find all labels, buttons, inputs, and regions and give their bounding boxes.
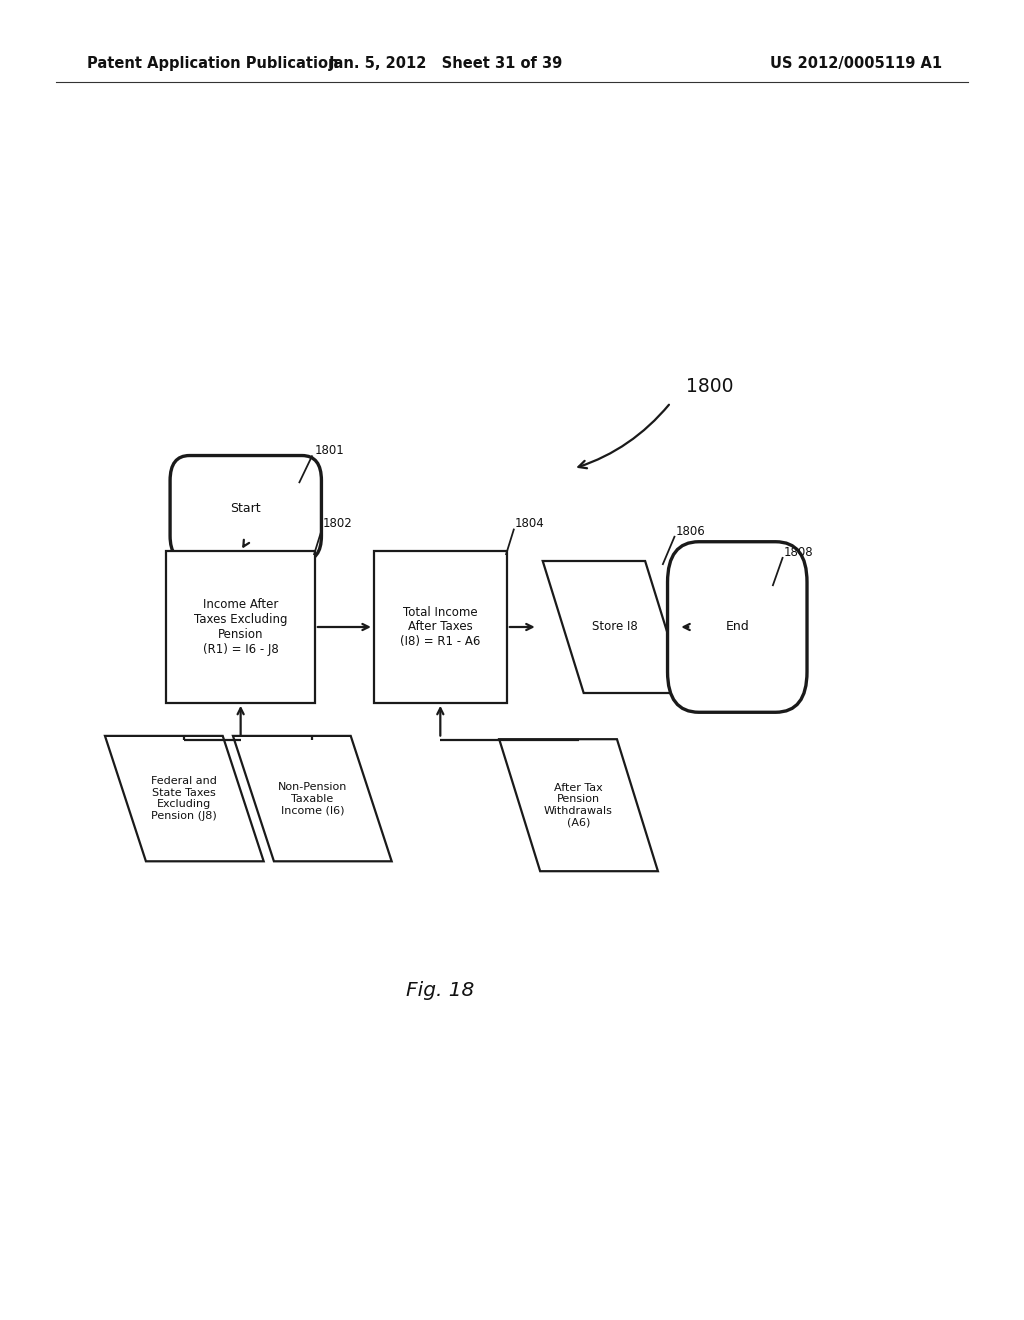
Text: 1802: 1802 — [324, 517, 353, 531]
Text: 1800: 1800 — [686, 378, 733, 396]
Polygon shape — [104, 737, 264, 861]
Text: After Tax
Pension
Withdrawals
(A6): After Tax Pension Withdrawals (A6) — [544, 783, 613, 828]
Text: Income After
Taxes Excluding
Pension
(R1) = I6 - J8: Income After Taxes Excluding Pension (R1… — [194, 598, 288, 656]
Polygon shape — [233, 737, 391, 861]
Text: Total Income
After Taxes
(I8) = R1 - A6: Total Income After Taxes (I8) = R1 - A6 — [400, 606, 480, 648]
Text: Store I8: Store I8 — [592, 620, 637, 634]
Text: 1804: 1804 — [515, 517, 545, 531]
Polygon shape — [499, 739, 657, 871]
FancyBboxPatch shape — [668, 541, 807, 713]
Bar — [374, 552, 507, 702]
Text: Non-Pension
Taxable
Income (I6): Non-Pension Taxable Income (I6) — [278, 781, 347, 816]
Bar — [166, 552, 315, 702]
Text: End: End — [725, 620, 750, 634]
Text: Start: Start — [230, 502, 261, 515]
Polygon shape — [543, 561, 686, 693]
Text: US 2012/0005119 A1: US 2012/0005119 A1 — [770, 55, 942, 71]
Text: Jan. 5, 2012   Sheet 31 of 39: Jan. 5, 2012 Sheet 31 of 39 — [329, 55, 562, 71]
FancyBboxPatch shape — [170, 455, 322, 561]
Text: Federal and
State Taxes
Excluding
Pension (J8): Federal and State Taxes Excluding Pensio… — [152, 776, 217, 821]
Text: Patent Application Publication: Patent Application Publication — [87, 55, 339, 71]
Text: Fig. 18: Fig. 18 — [407, 981, 474, 999]
Text: 1801: 1801 — [314, 444, 344, 457]
Text: 1806: 1806 — [676, 524, 706, 537]
Text: 1808: 1808 — [784, 545, 813, 558]
